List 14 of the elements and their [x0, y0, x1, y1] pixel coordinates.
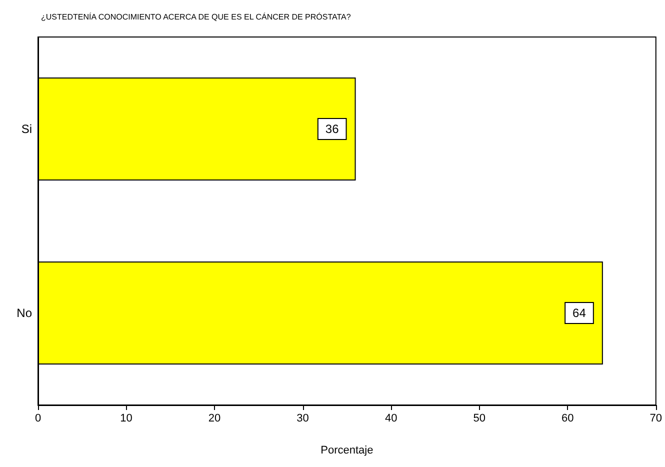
- x-tick-label: 60: [561, 412, 574, 424]
- x-tick-label: 0: [34, 412, 42, 424]
- y-tick-label: Si: [21, 122, 32, 136]
- x-tick-label: 30: [296, 412, 309, 424]
- x-tick-label: 10: [120, 412, 132, 424]
- x-axis-title: Porcentaje: [320, 444, 374, 456]
- x-tick-label: 50: [473, 412, 486, 424]
- x-tick-label: 20: [208, 412, 221, 424]
- x-tick-label: 70: [650, 412, 662, 424]
- x-tick-label: 40: [384, 412, 398, 424]
- data-label: 36: [325, 122, 340, 136]
- data-label: 64: [572, 306, 586, 320]
- y-tick-label: No: [16, 306, 32, 320]
- chart-title: ¿USTEDTENÍA CONOCIMIENTO ACERCA DE QUE ES EL CÁNCER DE PRÓSTATA?: [41, 12, 352, 22]
